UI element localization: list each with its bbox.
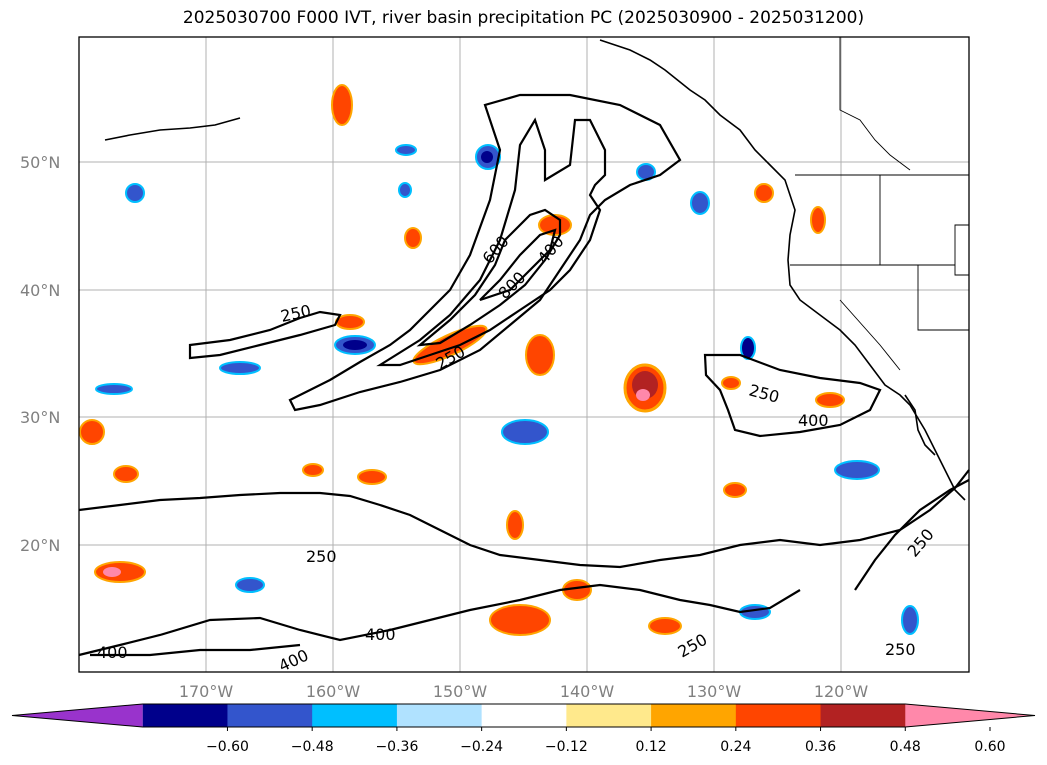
map-title: 2025030700 F000 IVT, river basin precipi…: [182, 8, 865, 28]
colorbar-tick-label: −0.48: [291, 739, 334, 755]
colorbar-extend-low: [12, 704, 143, 727]
lon-tick-170w: 170°W: [179, 682, 234, 701]
colorbar-segment: [820, 704, 906, 727]
colorbar-tick-label: 0.24: [720, 739, 751, 755]
colorbar: −0.60 −0.48 −0.36 −0.24 −0.12 0.12 0.24 0.36 0.4…: [11, 703, 1036, 755]
coastline-north-america: [104, 39, 966, 501]
gridlines: [79, 37, 969, 672]
colorbar-tick-label: 0.36: [805, 739, 836, 755]
colorbar-segment: [227, 704, 313, 727]
colorbar-segment: [651, 704, 737, 727]
colorbar-segment: [142, 704, 228, 727]
ivt-contour-250-south-lower: [78, 583, 801, 657]
colorbar-segment: [566, 704, 652, 727]
ivt-contour-250-west: [188, 310, 342, 360]
contour-label-250: 250: [675, 630, 711, 662]
contour-label-400: 400: [97, 643, 128, 662]
colorbar-tick-label: −0.60: [206, 739, 249, 755]
colorbar-extend-high: [905, 704, 1035, 727]
lon-tick-120w: 120°W: [814, 682, 869, 701]
colorbar-tick-label: −0.36: [375, 739, 418, 755]
lat-tick-30n: 30°N: [20, 408, 60, 427]
lon-tick-130w: 130°W: [687, 682, 742, 701]
colorbar-segment: [396, 704, 483, 727]
colorbar-tick-label: 0.12: [636, 739, 667, 755]
lat-tick-50n: 50°N: [20, 153, 60, 172]
colorbar-tick-label: 0.48: [890, 739, 921, 755]
lat-tick-20n: 20°N: [20, 536, 60, 555]
lon-tick-140w: 140°W: [560, 682, 615, 701]
ivt-contour-250-southeast: [854, 479, 970, 591]
lon-tick-150w: 150°W: [433, 682, 488, 701]
ivt-contour-800-river: [479, 228, 557, 302]
ivt-contour-250-river: [288, 93, 682, 412]
ivt-contour-400-river: [376, 117, 607, 367]
contour-label-250: 250: [306, 547, 337, 566]
colorbar-tick-label: −0.24: [460, 739, 503, 755]
ivt-contours: [78, 93, 970, 657]
lat-tick-labels: 50°N 40°N 30°N 20°N: [20, 153, 60, 555]
contour-label-250: 250: [747, 381, 781, 407]
lat-tick-40n: 40°N: [20, 281, 60, 300]
lon-tick-160w: 160°W: [306, 682, 361, 701]
contour-label-800: 800: [494, 268, 529, 303]
contour-label-400: 400: [798, 411, 829, 430]
contour-label-250: 250: [885, 640, 916, 659]
contour-label-250: 250: [904, 525, 938, 561]
contour-label-400: 400: [365, 625, 396, 644]
colorbar-segment: [735, 704, 822, 727]
ivt-contour-600-river: [416, 208, 562, 347]
map-border: [78, 36, 970, 673]
colorbar-segment: [481, 704, 567, 727]
colorbar-tick-label: −0.12: [545, 739, 588, 755]
colorbar-outline: [11, 703, 1036, 728]
political-borders: [790, 37, 970, 371]
contour-label-400: 400: [276, 645, 312, 675]
contour-label-250: 250: [279, 301, 313, 326]
ivt-contour-250-east: [703, 353, 882, 438]
ivt-contour-400-southwest: [90, 643, 301, 657]
colorbar-tick-label: 0.60: [974, 739, 1005, 755]
ivt-contour-250-south: [78, 469, 970, 569]
colorbar-segment: [312, 704, 398, 727]
lon-tick-labels: 170°W 160°W 150°W 140°W 130°W 120°W: [179, 682, 869, 701]
